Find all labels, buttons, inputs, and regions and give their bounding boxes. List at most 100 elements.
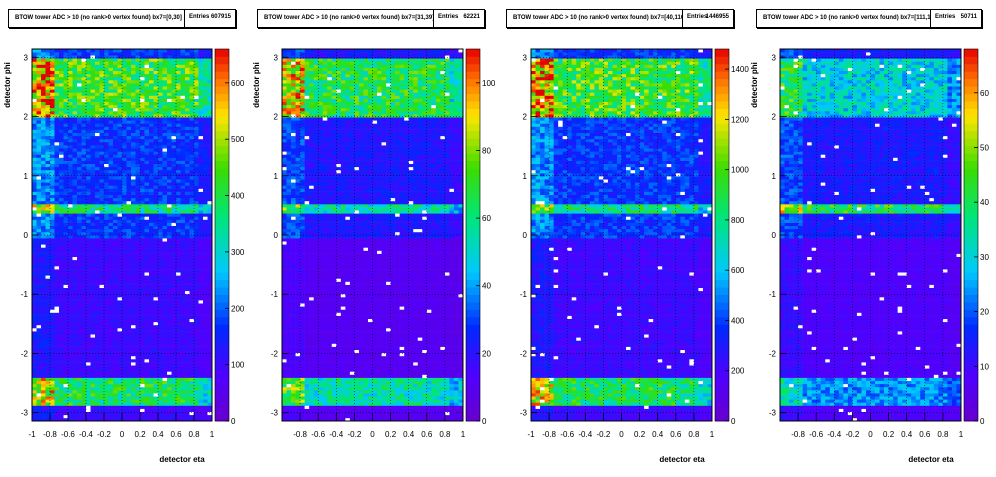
heatmap-cell	[118, 189, 123, 192]
heatmap-cell	[167, 185, 172, 188]
heatmap-cell	[122, 251, 127, 254]
heatmap-cell	[64, 409, 69, 412]
heatmap-cell	[203, 235, 208, 238]
heatmap-cell	[91, 235, 96, 238]
heatmap-cell	[73, 340, 78, 343]
heatmap-cell	[77, 80, 82, 83]
heatmap-cell	[127, 278, 132, 281]
heatmap-cell	[176, 381, 181, 384]
heatmap-cell	[185, 297, 190, 300]
heatmap-cell	[149, 399, 154, 402]
heatmap-cell	[172, 402, 177, 405]
heatmap-cell	[149, 117, 154, 120]
heatmap-cell	[100, 381, 105, 384]
heatmap-cell	[154, 344, 159, 347]
heatmap-cell	[158, 120, 163, 123]
heatmap-cell	[46, 300, 51, 303]
heatmap-cell	[181, 313, 186, 316]
heatmap-cell	[95, 359, 100, 362]
heatmap-cell	[127, 170, 132, 173]
heatmap-cell	[95, 316, 100, 319]
heatmap-cell	[131, 216, 136, 219]
heatmap-cell	[167, 291, 172, 294]
heatmap-cell	[100, 272, 105, 275]
heatmap-cell	[194, 229, 199, 232]
heatmap-cell	[109, 257, 114, 260]
heatmap-cell	[104, 319, 109, 322]
heatmap-cell	[181, 406, 186, 409]
heatmap-cell	[323, 412, 328, 415]
heatmap-cell	[199, 80, 204, 83]
heatmap-cell	[59, 266, 64, 269]
heatmap-cell	[140, 77, 145, 80]
heatmap-cell	[46, 161, 51, 164]
heatmap-cell	[113, 105, 118, 108]
heatmap-cell	[154, 254, 159, 257]
heatmap-cell	[203, 309, 208, 312]
heatmap-cell	[77, 371, 82, 374]
heatmap-cell	[77, 393, 82, 396]
heatmap-cell	[73, 399, 78, 402]
heatmap-cell	[50, 362, 55, 365]
heatmap-cell	[37, 415, 42, 418]
heatmap-cell	[203, 130, 208, 133]
heatmap-cell	[181, 213, 186, 216]
heatmap-cell	[95, 415, 100, 418]
heatmap-cell	[154, 365, 159, 368]
heatmap-cell	[37, 406, 42, 409]
heatmap-cell	[163, 325, 168, 328]
heatmap-cell	[336, 415, 341, 418]
heatmap-cell	[109, 77, 114, 80]
heatmap-cell	[104, 170, 109, 173]
heatmap-cell	[64, 415, 69, 418]
heatmap-cell	[136, 151, 141, 154]
heatmap-cell	[68, 158, 73, 161]
heatmap-cell	[122, 120, 127, 123]
heatmap-cell	[77, 158, 82, 161]
heatmap-cell	[199, 71, 204, 74]
heatmap-cell	[113, 235, 118, 238]
heatmap-cell	[203, 337, 208, 340]
heatmap-cell	[32, 282, 37, 285]
heatmap-cell	[59, 176, 64, 179]
heatmap-cell	[37, 328, 42, 331]
heatmap-cell	[136, 142, 141, 145]
heatmap-cell	[172, 133, 177, 136]
heatmap-cell	[122, 412, 127, 415]
z-tick-label: 500	[231, 135, 245, 144]
heatmap-cell	[131, 415, 136, 418]
heatmap-cell	[418, 412, 423, 415]
heatmap-cell	[68, 350, 73, 353]
heatmap-cell	[199, 52, 204, 55]
heatmap-cell	[91, 83, 96, 86]
heatmap-cell	[91, 216, 96, 219]
heatmap-cell	[109, 272, 114, 275]
heatmap-cell	[181, 393, 186, 396]
heatmap-cell	[131, 378, 136, 381]
heatmap-cell	[158, 288, 163, 291]
heatmap-cell	[181, 127, 186, 130]
heatmap-cell	[37, 192, 42, 195]
heatmap-cell	[194, 306, 199, 309]
heatmap-cell	[50, 120, 55, 123]
heatmap-cell	[41, 229, 46, 232]
heatmap-cell	[140, 154, 145, 157]
heatmap-cell	[82, 151, 87, 154]
heatmap-cell	[32, 340, 37, 343]
heatmap-cell	[46, 229, 51, 232]
heatmap-cell	[113, 92, 118, 95]
heatmap-cell	[199, 337, 204, 340]
heatmap-cell	[118, 406, 123, 409]
heatmap-cell	[104, 238, 109, 241]
heatmap-cell	[86, 52, 91, 55]
heatmap-cell	[149, 260, 154, 263]
heatmap-cell	[73, 145, 78, 148]
heatmap-cell	[95, 285, 100, 288]
heatmap-cell	[203, 384, 208, 387]
heatmap-cell	[55, 371, 60, 374]
heatmap-cell	[95, 300, 100, 303]
heatmap-cell	[194, 350, 199, 353]
heatmap-cell	[158, 216, 163, 219]
heatmap-cell	[100, 154, 105, 157]
heatmap-cell	[104, 161, 109, 164]
